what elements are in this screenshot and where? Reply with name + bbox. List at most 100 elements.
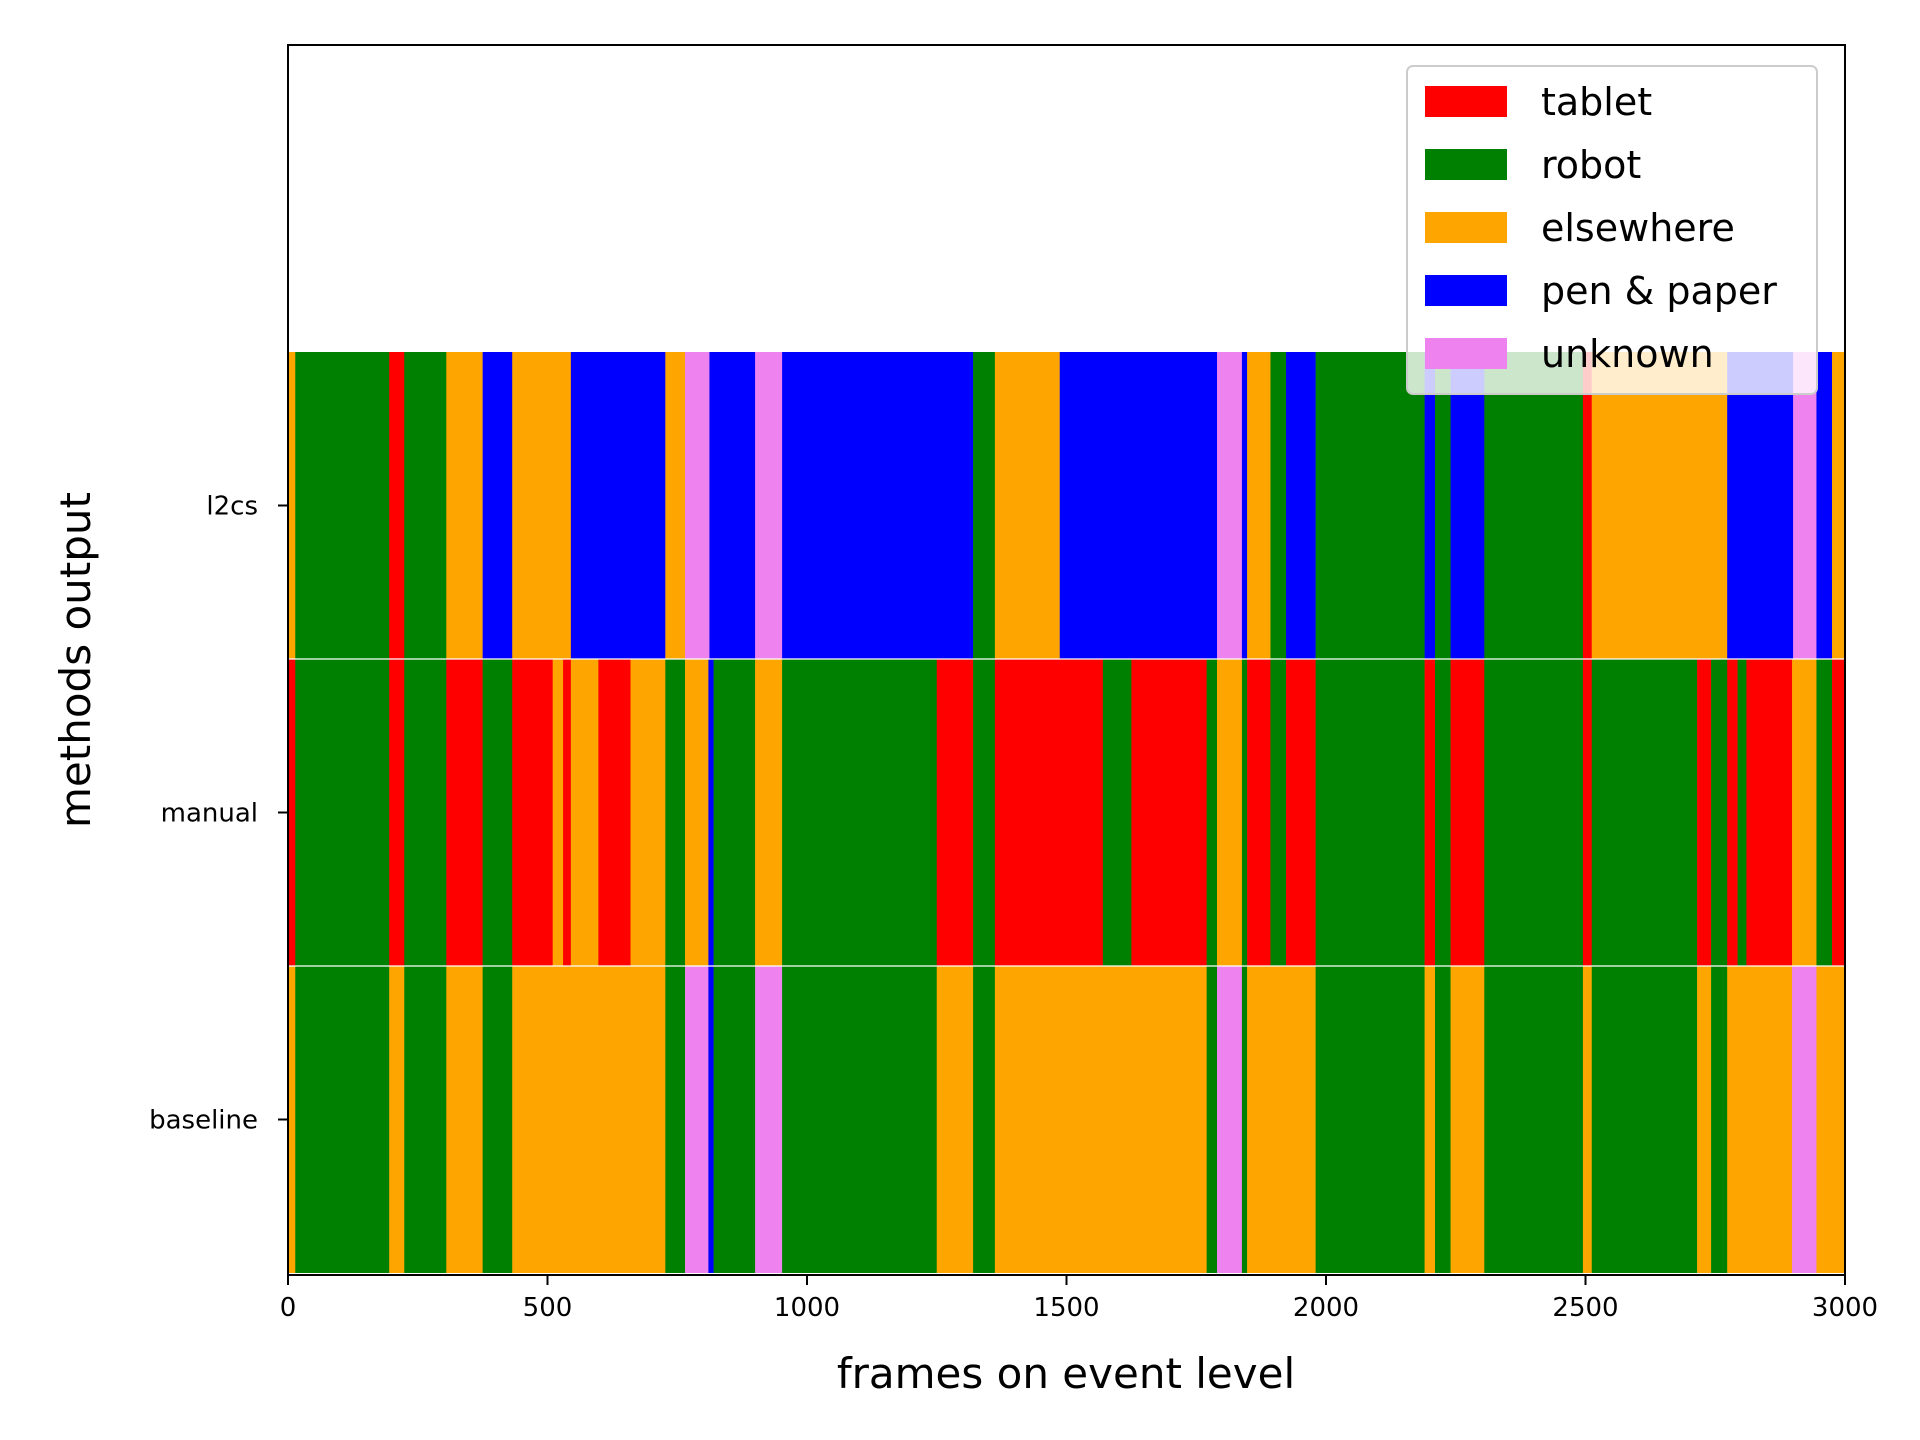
segment-l2cs-robot bbox=[1434, 352, 1451, 659]
segment-manual-robot bbox=[1591, 659, 1698, 966]
segment-baseline-elsewhere bbox=[446, 966, 483, 1273]
y-tick-label: l2cs bbox=[206, 492, 258, 522]
segment-manual-tablet bbox=[1727, 659, 1738, 966]
segment-l2cs-pen-paper bbox=[1241, 352, 1248, 659]
segment-manual-tablet bbox=[1697, 659, 1712, 966]
segment-manual-elsewhere bbox=[1217, 659, 1243, 966]
segment-l2cs-unknown bbox=[1217, 352, 1243, 659]
segment-l2cs-pen-paper bbox=[1727, 352, 1794, 659]
segment-l2cs-pen-paper bbox=[482, 352, 513, 659]
legend-label: pen & paper bbox=[1541, 269, 1777, 313]
segment-manual-elsewhere bbox=[552, 659, 564, 966]
segment-l2cs-pen-paper bbox=[709, 352, 756, 659]
segment-baseline-robot bbox=[1434, 966, 1451, 1273]
segment-baseline-elsewhere bbox=[994, 966, 1207, 1273]
segment-manual-elsewhere bbox=[685, 659, 709, 966]
segment-manual-tablet bbox=[1450, 659, 1485, 966]
segment-manual-tablet bbox=[994, 659, 1062, 966]
segment-baseline-elsewhere bbox=[1450, 966, 1485, 1273]
segment-manual-elsewhere bbox=[630, 659, 666, 966]
segment-l2cs-unknown bbox=[1793, 352, 1817, 659]
segment-baseline-elsewhere bbox=[389, 966, 405, 1273]
segment-manual-pen-paper bbox=[708, 659, 714, 966]
segment-manual-robot bbox=[725, 659, 756, 966]
segment-l2cs-robot bbox=[973, 352, 996, 659]
y-tick-label: baseline bbox=[149, 1106, 258, 1136]
segment-manual-tablet bbox=[1832, 659, 1846, 966]
segment-baseline-robot bbox=[1206, 966, 1218, 1273]
segment-baseline-robot bbox=[1711, 966, 1728, 1273]
x-tick-label: 2000 bbox=[1293, 1293, 1359, 1323]
segment-manual-robot bbox=[1241, 659, 1248, 966]
legend-swatch-robot bbox=[1425, 149, 1507, 180]
segment-l2cs-pen-paper bbox=[1816, 352, 1833, 659]
segment-baseline-unknown bbox=[685, 966, 709, 1273]
segment-baseline-robot bbox=[404, 966, 447, 1273]
segment-manual-robot bbox=[295, 659, 390, 966]
segment-baseline-pen-paper bbox=[708, 966, 714, 1273]
segment-manual-tablet bbox=[389, 659, 405, 966]
segment-manual-robot bbox=[1711, 659, 1728, 966]
segment-l2cs-robot bbox=[295, 352, 390, 659]
segment-baseline-elsewhere bbox=[1727, 966, 1793, 1273]
segment-baseline-robot bbox=[1484, 966, 1584, 1273]
x-tick-label: 0 bbox=[280, 1293, 297, 1323]
segment-manual-tablet bbox=[446, 659, 483, 966]
segment-baseline-elsewhere bbox=[1424, 966, 1436, 1273]
segment-l2cs-elsewhere bbox=[994, 352, 1061, 659]
segment-manual-tablet bbox=[1582, 659, 1593, 966]
segment-baseline-elsewhere bbox=[1247, 966, 1316, 1273]
legend-label: robot bbox=[1541, 143, 1641, 187]
segment-baseline-robot bbox=[725, 966, 756, 1273]
segment-baseline-robot bbox=[782, 966, 938, 1273]
segment-l2cs-elsewhere bbox=[288, 352, 296, 659]
segment-l2cs-elsewhere bbox=[446, 352, 483, 659]
segment-l2cs-tablet bbox=[1582, 352, 1593, 659]
segment-manual-robot bbox=[782, 659, 938, 966]
segment-baseline-elsewhere bbox=[936, 966, 974, 1273]
segment-l2cs-robot bbox=[1315, 352, 1425, 659]
legend-swatch-pen-paper bbox=[1425, 275, 1507, 306]
segment-l2cs-pen-paper bbox=[1286, 352, 1316, 659]
segment-manual-robot bbox=[1484, 659, 1584, 966]
segment-l2cs-pen-paper bbox=[782, 352, 974, 659]
segment-l2cs-robot bbox=[1270, 352, 1287, 659]
segment-manual-robot bbox=[1102, 659, 1132, 966]
segment-l2cs-elsewhere bbox=[1832, 352, 1846, 659]
y-tick-label: manual bbox=[161, 799, 258, 829]
segment-manual-robot bbox=[1737, 659, 1747, 966]
segment-l2cs-robot bbox=[404, 352, 447, 659]
segment-manual-tablet bbox=[1247, 659, 1271, 966]
legend-swatch-unknown bbox=[1425, 338, 1507, 369]
segment-manual-tablet bbox=[1061, 659, 1104, 966]
segment-baseline-unknown bbox=[1792, 966, 1817, 1273]
segment-baseline-unknown bbox=[1217, 966, 1243, 1273]
row-separators bbox=[288, 658, 1845, 967]
x-tick-label: 3000 bbox=[1812, 1293, 1878, 1323]
segment-manual-robot bbox=[1270, 659, 1287, 966]
segment-l2cs-pen-paper bbox=[1450, 352, 1485, 659]
y-axis-ticks: l2cs manual baseline bbox=[149, 492, 288, 1136]
segment-l2cs-elsewhere bbox=[665, 352, 686, 659]
segment-manual-robot bbox=[482, 659, 513, 966]
x-tick-label: 1000 bbox=[774, 1293, 840, 1323]
legend-label: unknown bbox=[1541, 332, 1714, 376]
x-tick-label: 500 bbox=[523, 1293, 573, 1323]
x-axis-ticks: 0 500 1000 1500 2000 2500 3000 bbox=[280, 1275, 1878, 1323]
segment-manual-tablet bbox=[1746, 659, 1793, 966]
segment-manual-robot bbox=[1434, 659, 1451, 966]
segment-l2cs-pen-paper bbox=[1424, 352, 1436, 659]
segment-manual-robot bbox=[1816, 659, 1833, 966]
legend: tablet robot elsewhere pen & paper unknown bbox=[1406, 65, 1818, 395]
segment-manual-tablet bbox=[598, 659, 631, 966]
segment-baseline-robot bbox=[1591, 966, 1698, 1273]
segment-manual-robot bbox=[713, 659, 726, 966]
segment-baseline-elsewhere bbox=[1697, 966, 1712, 1273]
segment-baseline-elsewhere bbox=[1816, 966, 1846, 1273]
legend-swatch-elsewhere bbox=[1425, 212, 1507, 243]
segment-l2cs-elsewhere bbox=[512, 352, 572, 659]
legend-box bbox=[1406, 65, 1818, 395]
segment-baseline-robot bbox=[482, 966, 513, 1273]
segment-manual-elsewhere bbox=[1792, 659, 1817, 966]
